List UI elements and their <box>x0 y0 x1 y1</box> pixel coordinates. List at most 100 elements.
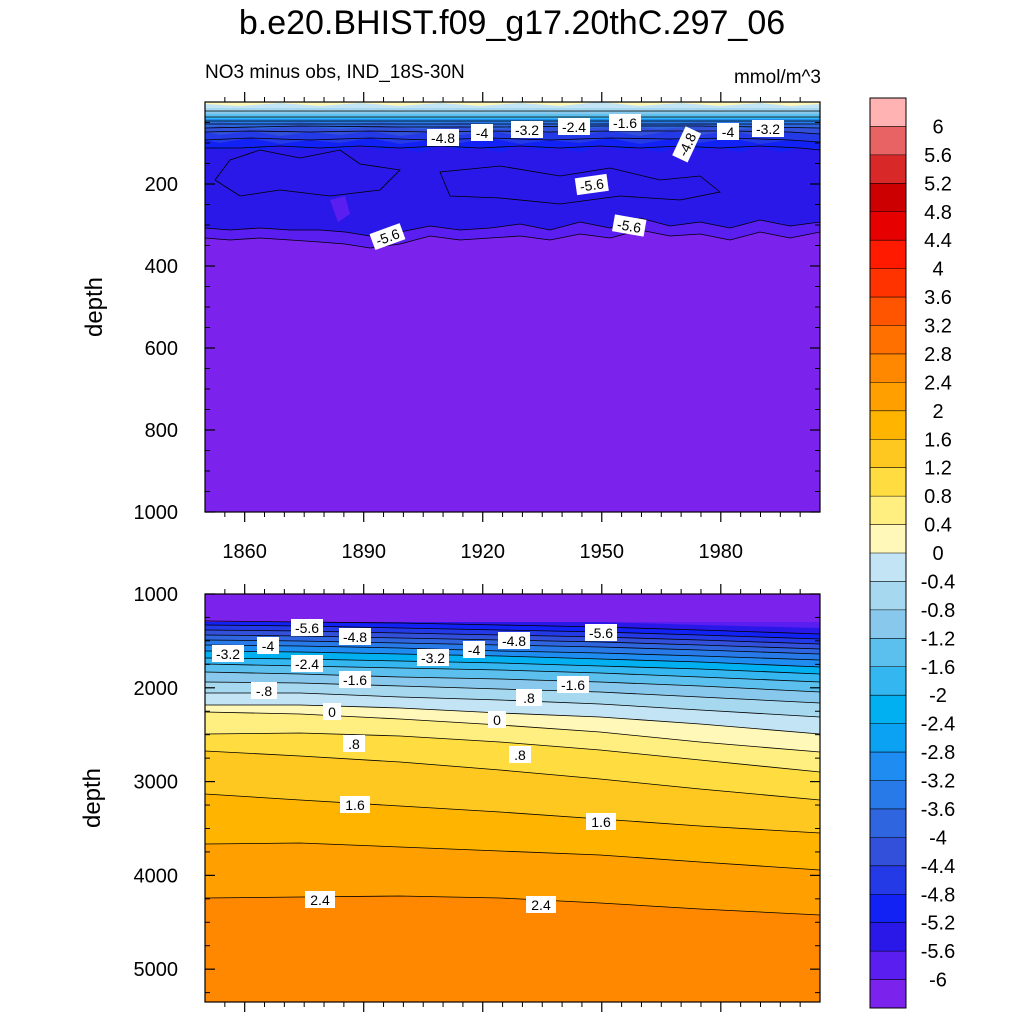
colorbar-swatch <box>870 894 906 924</box>
colorbar-swatch <box>870 837 906 867</box>
lower-panel: -5.6 -4.8 -4 -3.2 -2.4 -1.6 -.8 -3.2 -4 … <box>79 584 821 1012</box>
contour-label: -2.4 <box>562 119 586 135</box>
colorbar-label: -2.8 <box>921 742 955 764</box>
y-tick-label: 400 <box>145 256 178 278</box>
colorbar-label: -2 <box>929 685 947 707</box>
y-tick-label: 1000 <box>134 584 179 606</box>
colorbar-swatch <box>870 780 906 810</box>
lower-plot-frame <box>204 593 821 1003</box>
colorbar-label: 0.4 <box>924 515 952 537</box>
colorbar-label: 1.2 <box>924 458 952 480</box>
colorbar-swatch <box>870 98 906 127</box>
x-tick-label: 1860 <box>222 541 267 563</box>
colorbar-label: 0.8 <box>924 486 952 508</box>
colorbar-label: 4 <box>932 259 943 281</box>
colorbar-swatch <box>870 581 906 611</box>
colorbar-swatch <box>870 865 906 895</box>
colorbar-swatch <box>870 353 906 383</box>
colorbar-swatch <box>870 666 906 696</box>
colorbar-label: -0.8 <box>921 600 955 622</box>
y-tick-label: 2000 <box>134 678 179 700</box>
contour-label: .8 <box>348 736 360 752</box>
colorbar-swatch <box>870 183 906 213</box>
y-tick-label: 800 <box>145 420 178 442</box>
x-tick-label: 1920 <box>460 541 505 563</box>
colorbar-swatch <box>870 325 906 355</box>
colorbar-label: -1.2 <box>921 628 955 650</box>
colorbar-label: -6 <box>929 970 947 992</box>
colorbar-label: -1.6 <box>921 657 955 679</box>
colorbar-swatch <box>870 695 906 725</box>
x-tick-label: 1950 <box>580 541 625 563</box>
lower-contour-fill: -5.6 -4.8 -4 -3.2 -2.4 -1.6 -.8 -3.2 -4 … <box>205 594 820 1002</box>
contour-label: -4 <box>722 124 735 140</box>
contour-label: -3.2 <box>515 122 539 138</box>
colorbar-swatch <box>870 297 906 326</box>
variable-label: NO3 minus obs, IND_18S-30N <box>205 62 465 83</box>
colorbar-label: -4.4 <box>921 856 955 878</box>
colorbar-swatch <box>870 609 906 639</box>
upper-contour-labels: -4.8 -4 -3.2 -2.4 -1.6 -4.8 -4 -3.2 -5.6… <box>369 114 784 251</box>
contour-label: -.8 <box>256 683 273 699</box>
contour-label: -2.4 <box>295 656 319 672</box>
colorbar-label: -5.2 <box>921 913 955 935</box>
y-tick-label: 3000 <box>134 772 179 794</box>
upper-y-axis-label: depth <box>81 277 108 337</box>
lower-contour-labels: -5.6 -4.8 -4 -3.2 -2.4 -1.6 -.8 -3.2 -4 … <box>212 619 617 913</box>
upper-axes: 200 400 600 800 1000 1860 1890 1920 1950 1980 <box>134 92 820 563</box>
contour-label: -4.8 <box>502 633 526 649</box>
contour-label: -4 <box>476 125 489 141</box>
colorbar-swatch <box>870 496 906 526</box>
colorbar-label: 1.6 <box>924 429 952 451</box>
contour-label: -5.6 <box>616 216 643 236</box>
colorbar-label: -3.2 <box>921 771 955 793</box>
colorbar-swatch <box>870 240 906 270</box>
colorbar-label: -0.4 <box>921 571 955 593</box>
colorbar-swatch <box>870 126 906 156</box>
colorbar-label: 5.6 <box>924 145 952 167</box>
colorbar-swatch <box>870 439 906 469</box>
contour-label: -3.2 <box>216 646 240 662</box>
contour-label: 0 <box>493 712 501 728</box>
contour-label: 2.4 <box>310 892 330 908</box>
y-tick-label: 600 <box>145 338 178 360</box>
colorbar-swatch <box>870 808 906 838</box>
y-tick-label: 1000 <box>134 502 179 524</box>
colorbar-swatch <box>870 268 906 298</box>
colorbar-swatch <box>870 553 906 582</box>
contour-label: -5.6 <box>589 625 613 641</box>
contour-label: -1.6 <box>561 677 585 693</box>
lower-axes: 1000 2000 3000 4000 5000 <box>134 584 820 1012</box>
colorbar-swatch <box>870 382 906 412</box>
contour-label: -3.2 <box>756 121 780 137</box>
contour-label: 0 <box>328 704 336 720</box>
colorbar-swatch <box>870 467 906 497</box>
contour-label: -3.2 <box>421 650 445 666</box>
y-tick-label: 4000 <box>134 865 179 887</box>
y-tick-label: 5000 <box>134 959 179 981</box>
contour-label: -4 <box>468 642 481 658</box>
contour-label: 1.6 <box>591 814 611 830</box>
contour-label: -5.6 <box>295 620 319 636</box>
contour-label: -4 <box>262 638 275 654</box>
colorbar-swatch <box>870 524 906 554</box>
colorbar-label: 5.2 <box>924 173 952 195</box>
contour-label: -5.6 <box>374 225 402 248</box>
colorbar-frame <box>869 97 907 1009</box>
colorbar-label: 4.4 <box>924 230 952 252</box>
colorbar-label: 4.8 <box>924 202 952 224</box>
svg-text:.8: .8 <box>523 690 535 706</box>
colorbar-label: 2.4 <box>924 372 952 394</box>
colorbar-label: 3.2 <box>924 316 952 338</box>
colorbar-swatch <box>870 211 906 241</box>
contour-label: -4.8 <box>343 629 367 645</box>
contour-label: .8 <box>514 747 526 763</box>
y-tick-label: 200 <box>145 174 178 196</box>
colorbar-label: -3.6 <box>921 799 955 821</box>
colorbar-swatch <box>870 922 906 952</box>
contour-label: -4.8 <box>431 130 455 146</box>
colorbar-swatch <box>870 951 906 981</box>
colorbar-label: 2.8 <box>924 344 952 366</box>
chart-title: b.e20.BHIST.f09_g17.20thC.297_06 <box>238 4 786 42</box>
